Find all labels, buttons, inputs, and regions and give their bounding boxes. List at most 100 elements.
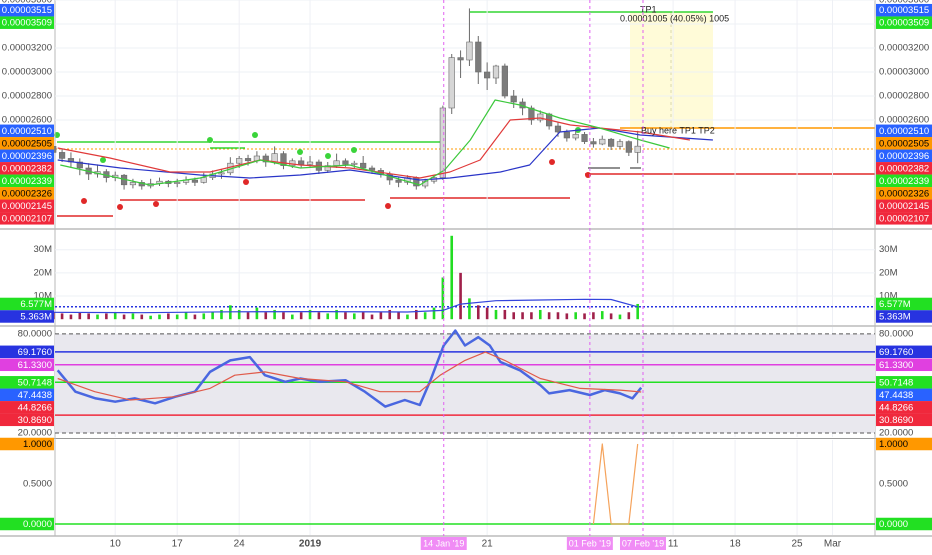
price-tag-label: 0.00002396 xyxy=(2,151,52,162)
candle-body xyxy=(599,138,606,145)
volume-bar xyxy=(149,315,152,320)
price-tag xyxy=(876,149,932,163)
price-tag xyxy=(876,310,932,323)
price-tag xyxy=(0,199,54,213)
date-marker-label: 01 Feb '19 xyxy=(569,538,611,548)
candle-body xyxy=(625,141,632,153)
volume-bar xyxy=(494,309,498,320)
fractal-low xyxy=(549,159,555,165)
price-tag-label: 44.8266 xyxy=(879,402,913,413)
band xyxy=(55,333,875,434)
y-tick-label: 0.00003000 xyxy=(879,67,929,78)
y-tick-label: 20.0000 xyxy=(879,428,913,439)
price-tag-label: 1.0000 xyxy=(879,439,908,450)
price-tag-label: 0.00002505 xyxy=(2,138,52,149)
volume-bar xyxy=(618,314,622,320)
date-marker-box xyxy=(566,537,613,550)
date-marker-box xyxy=(420,537,467,550)
price-tag-label: 5.363M xyxy=(20,311,52,322)
price-tag-label: 0.00002382 xyxy=(2,163,52,174)
volume-bar xyxy=(353,313,356,320)
y-tick-label: 10M xyxy=(34,291,53,302)
annotation: TP1 xyxy=(640,4,657,14)
candle-body xyxy=(342,160,349,165)
volume-bar xyxy=(414,309,418,320)
price-tag-label: 50.7148 xyxy=(879,377,913,388)
y-tick-label: 0.00002600 xyxy=(879,115,929,126)
volume-bar xyxy=(450,235,454,320)
volume-bar xyxy=(423,312,427,320)
candle-body xyxy=(563,131,570,139)
volume-bar xyxy=(131,313,135,320)
volume-bar xyxy=(556,312,560,320)
price-tag xyxy=(876,376,932,389)
price-tag-label: 47.4438 xyxy=(18,390,52,401)
volume-bar xyxy=(335,309,338,320)
volume-bar xyxy=(237,309,241,320)
volume-bar xyxy=(211,312,214,320)
price-tag-label: 5.363M xyxy=(879,311,911,322)
volume-bar xyxy=(60,313,64,320)
candle-body xyxy=(200,177,207,183)
indicator-line xyxy=(53,298,638,314)
y-tick-label: 0.00002800 xyxy=(879,91,929,102)
y-tick-label: 20M xyxy=(34,267,53,278)
volume-bar xyxy=(175,314,179,320)
indicator-line xyxy=(60,99,670,186)
volume-bar xyxy=(521,312,524,320)
fractal-high xyxy=(252,132,258,138)
price-tag xyxy=(0,137,54,150)
price-tag xyxy=(0,3,54,17)
y-tick-label: 0.5000 xyxy=(23,479,52,490)
date-marker-box xyxy=(619,537,666,550)
candle-body xyxy=(351,162,358,165)
fractal-low xyxy=(81,198,87,204)
volume-bar xyxy=(96,314,99,320)
price-tag xyxy=(876,358,932,372)
y-tick-label: 80.0000 xyxy=(879,328,913,339)
volume-bar xyxy=(397,312,400,320)
volume-bar xyxy=(255,307,259,320)
candle-body xyxy=(581,134,588,142)
price-tag-label: 0.00002107 xyxy=(879,213,929,224)
price-tag-label: 0.0000 xyxy=(23,519,52,530)
candle-body xyxy=(360,162,367,169)
volume-bar xyxy=(388,309,392,320)
candle-body xyxy=(510,95,517,103)
volume-bar xyxy=(113,312,117,320)
indicator-line xyxy=(56,329,643,408)
price-tag xyxy=(0,401,54,414)
price-tag-label: 1.0000 xyxy=(23,439,52,450)
volume-bar xyxy=(468,298,471,320)
candle-body xyxy=(271,153,278,163)
price-tag xyxy=(876,137,932,150)
y-tick-label: 20.0000 xyxy=(18,428,52,439)
volume-bar xyxy=(441,277,445,320)
fractal-high xyxy=(297,149,303,155)
y-tick-label: 0.00003200 xyxy=(879,43,929,54)
y-tick-label: 0.00003600 xyxy=(2,0,52,6)
x-tick-label: 21 xyxy=(482,539,494,550)
volume-bar xyxy=(299,312,303,320)
y-tick-label: 0.00002600 xyxy=(2,115,52,126)
volume-bar xyxy=(246,312,250,320)
price-tag xyxy=(0,212,54,225)
price-tag xyxy=(876,162,932,175)
x-tick-label: 17 xyxy=(172,539,184,550)
price-tag xyxy=(0,388,54,402)
price-tag xyxy=(876,199,932,213)
volume-bar xyxy=(485,307,489,320)
price-tag xyxy=(876,3,932,17)
volume-bar xyxy=(538,309,542,320)
candle-body xyxy=(466,41,473,61)
volume-bar xyxy=(193,314,197,320)
volume-bar xyxy=(476,305,480,320)
candle-body xyxy=(244,158,252,162)
price-tag-label: 0.00003509 xyxy=(2,18,52,29)
volume-bar xyxy=(122,314,126,320)
volume-bar xyxy=(583,313,586,320)
y-tick-label: 0.00003000 xyxy=(2,67,52,78)
price-tag xyxy=(876,437,932,451)
